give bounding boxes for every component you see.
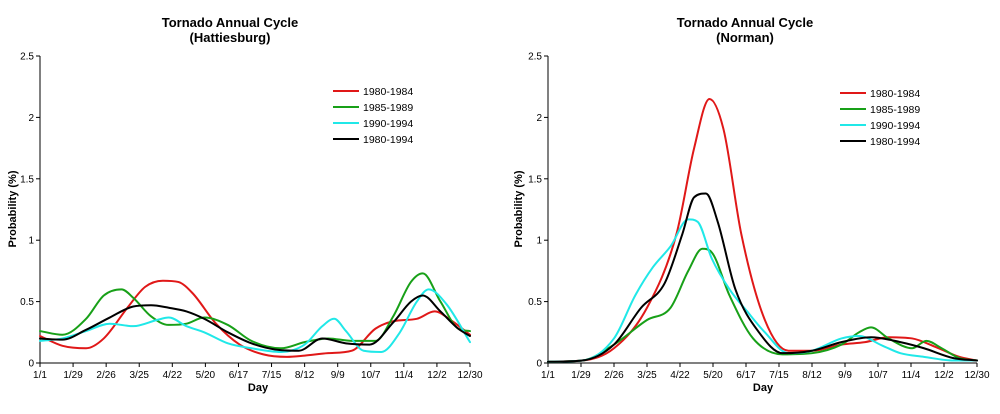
x-tick-label: 5/20 bbox=[703, 370, 723, 381]
y-tick-label: 0 bbox=[28, 359, 34, 370]
y-tick-label: 2.5 bbox=[20, 52, 34, 63]
plot-area: 0 0.5 1 1.5 2 2.5 1/1 1/29 2/26 3/25 4/22 5/20 6/17 7… bbox=[528, 52, 990, 382]
legend-label: 1980-1994 bbox=[363, 134, 413, 146]
x-tick-label: 12/2 bbox=[427, 370, 447, 381]
x-tick-label: 9/9 bbox=[331, 370, 345, 381]
legend-label: 1985-1989 bbox=[870, 104, 920, 116]
x-tick-label: 6/17 bbox=[736, 370, 756, 381]
x-tick-label: 2/26 bbox=[96, 370, 116, 381]
x-tick-label: 10/7 bbox=[361, 370, 381, 381]
x-tick-label: 10/7 bbox=[868, 370, 888, 381]
legend-label: 1985-1989 bbox=[363, 102, 413, 114]
chart-subtitle: (Hattiesburg) bbox=[190, 30, 271, 45]
legend-label: 1990-1994 bbox=[363, 118, 413, 130]
legend: 1980-1984 1985-1989 1990-1994 1980-1994 bbox=[333, 86, 413, 146]
x-tick-label: 1/29 bbox=[571, 370, 591, 381]
x-tick-label: 9/9 bbox=[838, 370, 852, 381]
y-tick-label: 1 bbox=[536, 236, 542, 247]
x-tick-label: 11/4 bbox=[902, 370, 921, 381]
x-tick-label: 4/22 bbox=[670, 370, 690, 381]
legend-label: 1990-1994 bbox=[870, 120, 920, 132]
series-line-1980-1994 bbox=[39, 294, 471, 352]
x-tick-label: 7/15 bbox=[262, 370, 282, 381]
chart-hattiesburg: Tornado Annual Cycle (Hattiesburg) Day P… bbox=[7, 15, 483, 394]
x-axis-label: Day bbox=[248, 382, 269, 394]
y-tick-label: 2 bbox=[536, 113, 542, 124]
x-tick-label: 2/26 bbox=[604, 370, 624, 381]
legend-label: 1980-1984 bbox=[870, 88, 920, 100]
x-tick-label: 12/2 bbox=[934, 370, 954, 381]
x-tick-label: 7/15 bbox=[769, 370, 789, 381]
y-tick-label: 0.5 bbox=[528, 297, 542, 308]
series-line-1990-1994 bbox=[39, 288, 471, 353]
y-tick-label: 1 bbox=[28, 236, 34, 247]
series-line-1985-1989 bbox=[39, 272, 471, 350]
x-tick-label: 8/12 bbox=[802, 370, 822, 381]
y-axis-label: Probability (%) bbox=[7, 170, 19, 247]
x-tick-label: 8/12 bbox=[295, 370, 315, 381]
x-tick-label: 12/30 bbox=[457, 370, 482, 381]
y-tick-label: 1.5 bbox=[528, 174, 542, 185]
x-axis-label: Day bbox=[753, 382, 774, 394]
plot-area: 0 0.5 1 1.5 2 2.5 1/1 1/29 2/26 3/25 4/22 5/20 6/17 7… bbox=[20, 52, 483, 382]
chart-title: Tornado Annual Cycle bbox=[677, 15, 814, 30]
series-line-1980-1984 bbox=[547, 97, 978, 363]
chart-subtitle: (Norman) bbox=[716, 30, 774, 45]
y-tick-label: 0 bbox=[536, 359, 542, 370]
y-tick-label: 1.5 bbox=[20, 174, 34, 185]
y-axis-label: Probability (%) bbox=[513, 170, 525, 247]
x-tick-label: 1/1 bbox=[33, 370, 47, 381]
x-tick-label: 6/17 bbox=[229, 370, 249, 381]
series-line-1980-1994 bbox=[547, 192, 978, 363]
x-tick-label: 3/25 bbox=[637, 370, 657, 381]
x-tick-label: 1/1 bbox=[541, 370, 555, 381]
x-tick-label: 1/29 bbox=[63, 370, 83, 381]
x-tick-label: 3/25 bbox=[129, 370, 149, 381]
chart-norman: Tornado Annual Cycle (Norman) Day Probab… bbox=[513, 15, 990, 394]
legend-label: 1980-1994 bbox=[870, 136, 920, 148]
series-line-1990-1994 bbox=[547, 218, 978, 363]
legend: 1980-1984 1985-1989 1990-1994 1980-1994 bbox=[840, 88, 920, 148]
chart-title: Tornado Annual Cycle bbox=[162, 15, 299, 30]
x-tick-label: 5/20 bbox=[196, 370, 216, 381]
x-tick-label: 11/4 bbox=[394, 370, 413, 381]
x-tick-label: 12/30 bbox=[964, 370, 989, 381]
legend-label: 1980-1984 bbox=[363, 86, 413, 98]
series-line-1985-1989 bbox=[547, 247, 978, 363]
x-tick-label: 4/22 bbox=[163, 370, 183, 381]
y-tick-label: 2.5 bbox=[528, 52, 542, 63]
y-tick-label: 0.5 bbox=[20, 297, 34, 308]
y-tick-label: 2 bbox=[28, 113, 34, 124]
